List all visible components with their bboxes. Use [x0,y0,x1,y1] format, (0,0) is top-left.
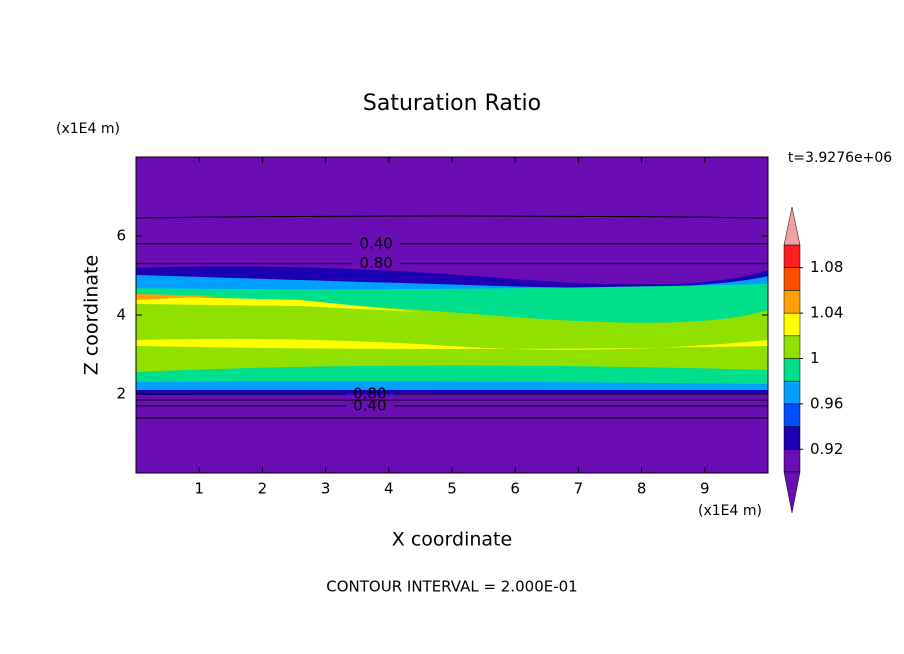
chart-title: Saturation Ratio [363,91,541,116]
colorbar-tick-label: 0.92 [810,440,843,458]
field-band [136,296,420,312]
colorbar-under [783,471,801,514]
colorbar-box [783,380,801,405]
colorbar-tick-label: 1 [810,349,820,367]
y-axis-label: Z coordinate [81,255,103,375]
colorbar-over [783,206,801,246]
x-tick-label: 6 [510,480,520,498]
colorbar-box [783,267,801,291]
colorbar-box [783,358,801,382]
x-tick-label: 2 [258,480,268,498]
x-tick-label: 8 [637,480,647,498]
colorbar-box [783,244,801,268]
colorbar-box [783,403,801,427]
x-tick-label: 5 [447,480,457,498]
y-unit: (x1E4 m) [56,121,120,137]
x-tick-label: 4 [384,480,394,498]
colorbar-tick-label: 0.96 [810,394,843,412]
contour-label: 0.40 [353,396,386,414]
x-tick-label: 7 [574,480,584,498]
y-tick-label: 2 [116,385,126,403]
colorbar-box [783,449,801,473]
contour-label: 0.80 [359,254,392,272]
y-tick-label: 6 [116,227,126,245]
x-tick-label: 1 [194,480,204,498]
colorbar-tick-label: 1.04 [810,304,843,322]
colorbar-tick-label: 1.08 [810,258,843,276]
contour-label: 0.80 [353,385,386,403]
colorbar-box [783,290,801,314]
contour-line [135,215,769,219]
x-tick-label: 3 [321,480,331,498]
contour-label: 0.40 [359,234,392,252]
colorbar-box [783,335,801,359]
colorbar-box [783,312,801,337]
colorbar-box [783,426,801,450]
x-tick-label: 9 [700,480,710,498]
x-axis-label: X coordinate [392,529,512,551]
footer: CONTOUR INTERVAL = 2.000E-01 [326,578,577,596]
x-unit: (x1E4 m) [698,503,762,519]
time-label: t=3.9276e+06 [788,150,892,166]
field [135,157,769,473]
y-tick-label: 4 [116,306,126,324]
field-band [136,338,768,350]
field-band [136,296,768,372]
field-band [136,294,220,300]
